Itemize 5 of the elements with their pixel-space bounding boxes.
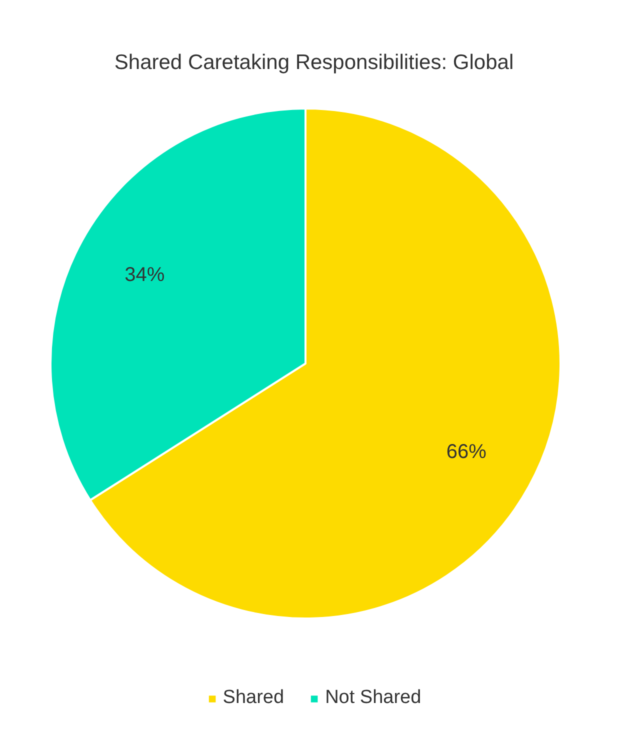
legend-label: Not Shared <box>325 687 422 709</box>
legend-label: Shared <box>222 687 284 709</box>
data-label: 34% <box>124 264 165 286</box>
chart-title: Shared Caretaking Responsibilities: Global <box>114 51 514 74</box>
data-label: 66% <box>446 440 487 463</box>
